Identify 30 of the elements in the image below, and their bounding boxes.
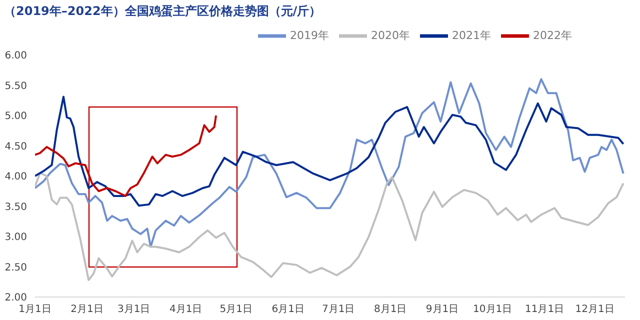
line-series [35, 172, 624, 282]
x-tick-label: 2月1日 [70, 304, 104, 316]
x-tick-label: 1月1日 [18, 304, 52, 316]
legend-label: 2022年 [533, 29, 572, 42]
y-tick-label: 6.00 [4, 50, 27, 62]
y-tick-label: 5.00 [4, 111, 27, 122]
y-tick-label: 4.00 [4, 172, 27, 183]
line-series [35, 96, 624, 207]
legend-label: 2020年 [371, 29, 410, 42]
legend-label: 2021年 [452, 29, 491, 42]
x-tick-label: 7月1日 [322, 304, 355, 316]
y-tick-label: 4.50 [4, 141, 27, 152]
y-tick-label: 5.50 [4, 80, 27, 92]
line-series [35, 78, 624, 248]
y-tick-label: 2.50 [4, 262, 27, 274]
x-tick-label: 5月1日 [220, 304, 253, 316]
x-tick-label: 8月1日 [374, 304, 407, 316]
x-tick-label: 6月1日 [272, 304, 304, 316]
legend-label: 2019年 [290, 29, 329, 42]
x-tick-label: 12月1日 [575, 304, 614, 316]
y-tick-label: 3.00 [4, 232, 27, 244]
y-tick-label: 2.00 [4, 292, 27, 304]
x-tick-label: 3月1日 [118, 304, 150, 316]
x-tick-label: 10月1日 [473, 304, 512, 316]
y-tick-label: 3.50 [4, 202, 27, 213]
x-tick-label: 11月1日 [525, 304, 564, 316]
x-tick-label: 9月1日 [426, 304, 459, 316]
line-series [35, 114, 218, 197]
x-tick-label: 4月1日 [169, 304, 202, 316]
chart-title: （2019年–2022年）全国鸡蛋主产区价格走势图（元/斤） [4, 3, 322, 20]
